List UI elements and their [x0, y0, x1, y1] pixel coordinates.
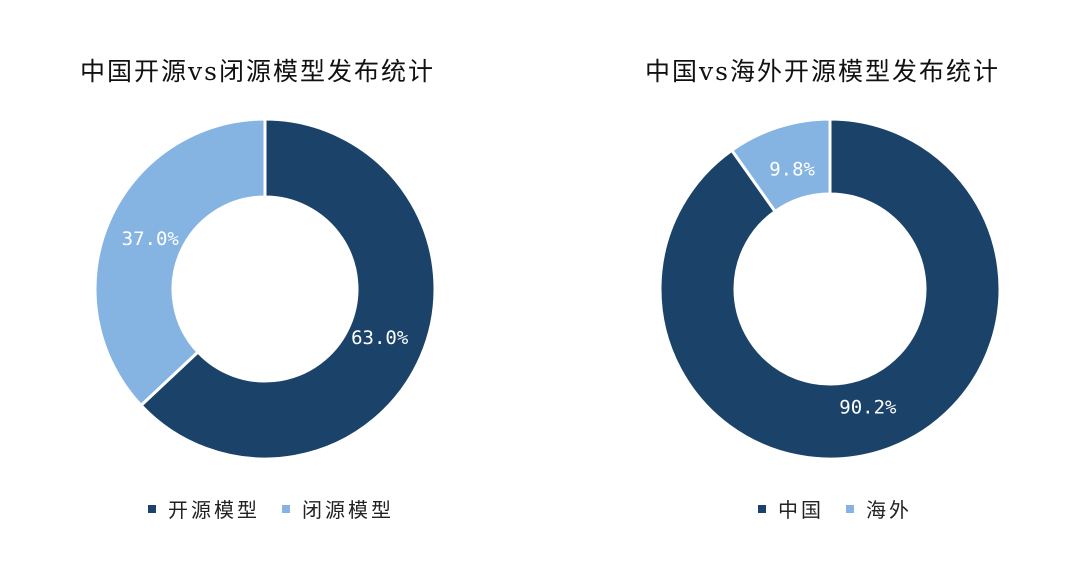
legend-label: 海外 — [866, 498, 912, 522]
chart-title-open-vs-closed: 中国开源vs闭源模型发布统计 — [80, 57, 435, 86]
legend-swatch — [148, 504, 156, 513]
data-label: 9.8% — [769, 158, 815, 180]
legend-china-vs-overseas: 中国 海外 — [758, 494, 934, 523]
chart-title-china-vs-overseas: 中国vs海外开源模型发布统计 — [645, 57, 1000, 86]
legend-open-vs-closed: 开源模型 闭源模型 — [148, 494, 416, 523]
donut-slice-0-1 — [93, 117, 267, 408]
donut-slice-0-0 — [138, 117, 437, 461]
legend-item-overseas: 海外 — [846, 494, 912, 523]
data-label: 37.0% — [122, 228, 180, 250]
legend-label: 闭源模型 — [302, 498, 394, 522]
data-label: 90.2% — [839, 397, 897, 419]
legend-swatch — [282, 504, 290, 513]
donut-slice-1-1 — [729, 117, 832, 214]
legend-item-closed: 闭源模型 — [282, 494, 394, 523]
legend-label: 开源模型 — [168, 498, 260, 522]
legend-label: 中国 — [778, 498, 824, 522]
legend-swatch — [758, 504, 766, 513]
legend-swatch — [846, 504, 854, 513]
legend-item-open: 开源模型 — [148, 494, 260, 523]
donut-slice-1-0 — [658, 117, 1002, 461]
data-label: 63.0% — [351, 327, 409, 349]
legend-item-china: 中国 — [758, 494, 824, 523]
